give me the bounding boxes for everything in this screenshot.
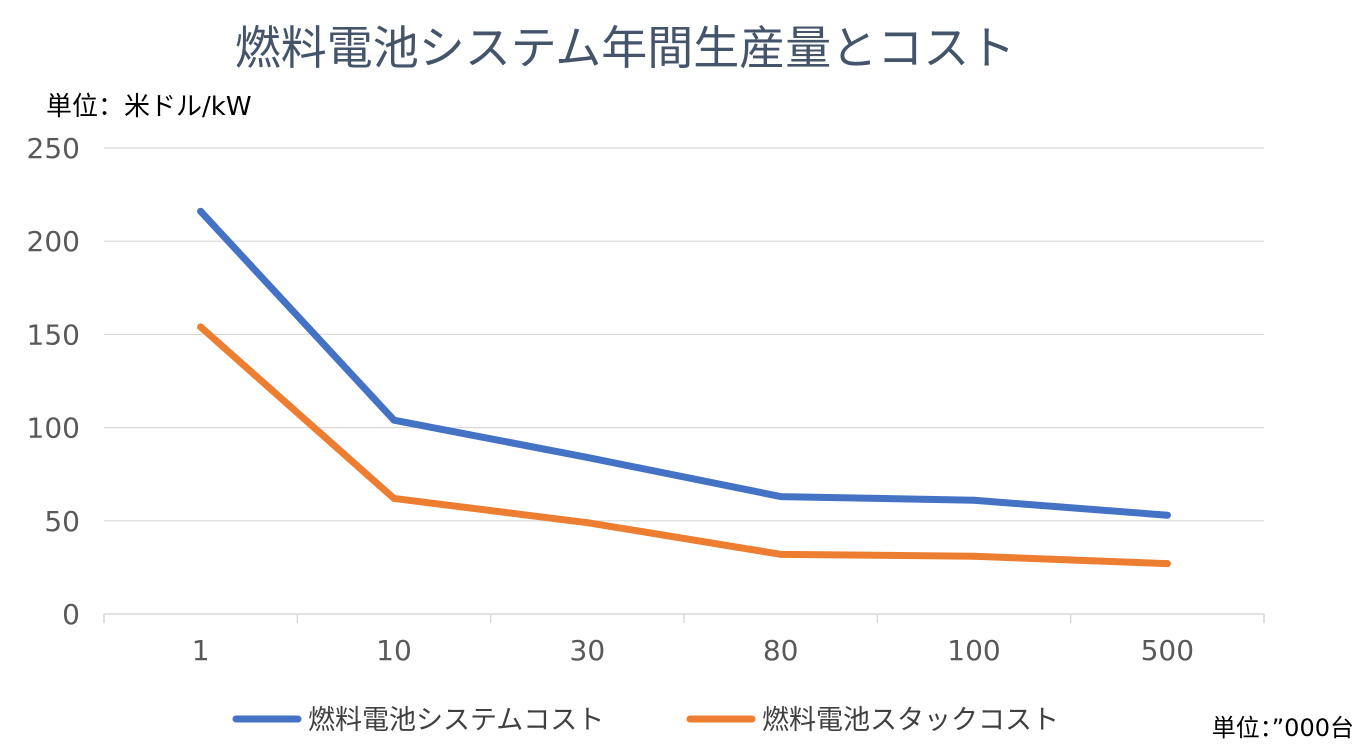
x-tick-label: 10 <box>376 634 412 667</box>
data-point <box>390 416 398 424</box>
series-line-1 <box>197 207 1171 519</box>
data-point <box>970 552 978 560</box>
x-tick-label: 100 <box>947 634 1000 667</box>
x-tick-label: 500 <box>1141 634 1194 667</box>
y-tick-label: 250 <box>27 132 80 165</box>
data-point <box>583 453 591 461</box>
data-point <box>777 550 785 558</box>
x-tick-label: 30 <box>570 634 606 667</box>
y-axis-unit-label: 単位：米ドル/kW <box>46 92 252 122</box>
data-point <box>390 494 398 502</box>
x-axis-unit-label: 単位：”000台 <box>1211 714 1354 742</box>
y-tick-label: 50 <box>44 505 80 538</box>
series-line-2 <box>197 323 1171 568</box>
legend-label: 燃料電池システムコスト <box>308 705 604 736</box>
data-point <box>777 493 785 501</box>
data-point <box>970 496 978 504</box>
data-point <box>197 323 205 331</box>
data-point <box>1163 511 1171 519</box>
data-point <box>197 207 205 215</box>
data-point <box>1163 560 1171 568</box>
chart-title: 燃料電池システム年間生産量とコスト <box>234 21 1016 75</box>
x-tick-label: 1 <box>192 634 210 667</box>
legend-label: 燃料電池スタックコスト <box>762 705 1059 736</box>
x-tick-label: 80 <box>763 634 799 667</box>
y-tick-label: 200 <box>27 225 80 258</box>
data-point <box>583 519 591 527</box>
y-tick-label: 0 <box>62 598 80 631</box>
y-tick-label: 150 <box>27 318 80 351</box>
y-tick-label: 100 <box>27 412 80 445</box>
